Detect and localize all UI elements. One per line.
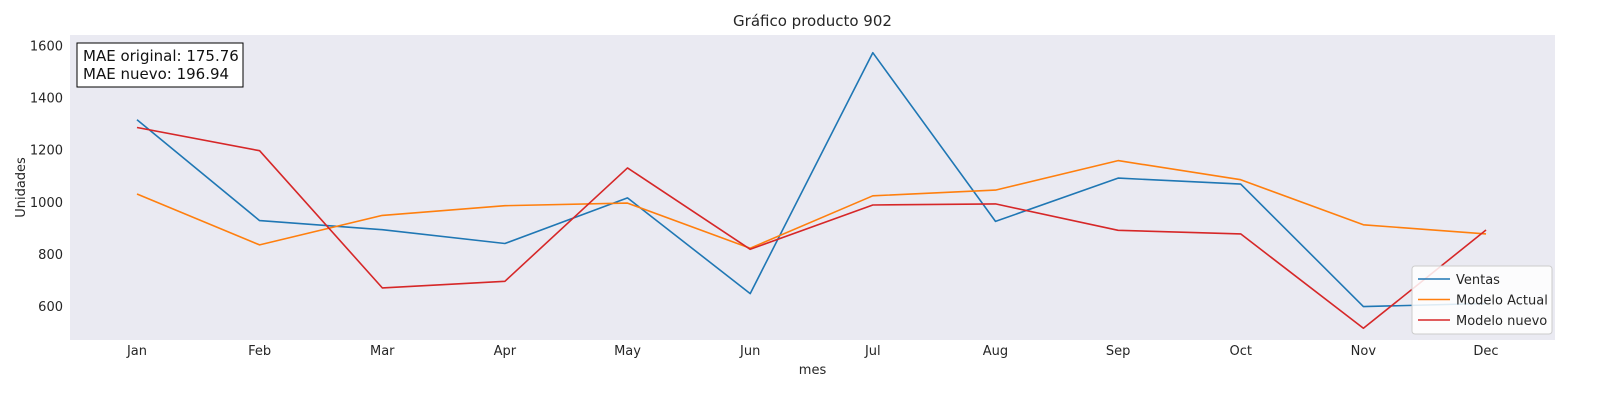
x-tick-label: Feb (248, 344, 271, 359)
x-tick-label: Sep (1106, 344, 1131, 359)
y-tick-label: 1200 (30, 144, 63, 159)
x-tick-label: Oct (1229, 344, 1251, 359)
y-axis-title: Unidades (14, 157, 29, 218)
series-line-modelo-nuevo (136, 126, 1487, 330)
y-tick-label: 600 (38, 300, 63, 315)
x-tick-label: Aug (983, 344, 1008, 359)
x-axis-title: mes (799, 363, 827, 378)
legend-label: Modelo nuevo (1456, 314, 1547, 329)
x-tick-label: Jul (864, 344, 881, 359)
chart-title: Gráfico producto 902 (733, 12, 892, 30)
legend: Ventas Modelo Actual Modelo nuevo (1411, 265, 1553, 335)
legend-frame (1411, 265, 1553, 335)
series-line-ventas (136, 51, 1487, 308)
legend-label: Ventas (1456, 273, 1500, 288)
x-tick-label: Dec (1473, 344, 1498, 359)
y-tick-label: 1400 (30, 92, 63, 107)
x-tick-label: Mar (370, 344, 395, 359)
annotation-mae-nuevo: MAE nuevo: 196.94 (83, 65, 229, 83)
y-tick-label: 1000 (30, 196, 63, 211)
annotation-mae-original: MAE original: 175.76 (83, 47, 239, 65)
series-layer (136, 51, 1487, 330)
series-line-modelo-actual (136, 159, 1487, 249)
y-tick-label: 1600 (30, 39, 63, 54)
y-tick-label: 800 (38, 248, 63, 263)
x-axis-ticks: Jan Feb Mar Apr May Jun Jul Aug Sep Oct Nov Dec (126, 344, 1499, 359)
x-tick-label: Jun (739, 344, 760, 359)
legend-label: Modelo Actual (1456, 294, 1548, 309)
x-tick-label: Apr (494, 344, 517, 359)
plot-area (70, 35, 1555, 340)
y-axis-ticks: 600 800 1000 1200 1400 1600 (30, 39, 63, 315)
mae-annotation: MAE original: 175.76 MAE nuevo: 196.94 (76, 42, 244, 88)
x-tick-label: Nov (1351, 344, 1377, 359)
annotation-frame (76, 42, 244, 88)
x-tick-label: Jan (126, 344, 147, 359)
x-tick-label: May (614, 344, 641, 359)
